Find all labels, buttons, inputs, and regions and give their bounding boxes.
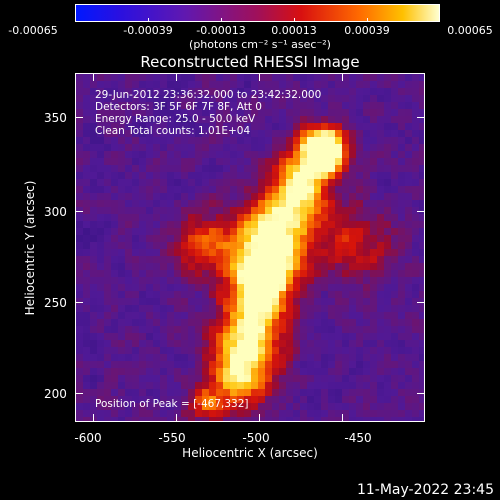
timestamp: 11-May-2022 23:45 [356,482,494,498]
colorbar-gradient [76,5,439,21]
x-tick-label: -600 [74,431,102,445]
x-tick [176,73,177,81]
y-tick [75,117,83,118]
colorbar [75,4,440,22]
y-tick-label: 200 [44,387,67,401]
x-tick-label: -550 [158,431,186,445]
x-tick [259,73,260,81]
colorbar-tick [75,18,76,22]
y-tick [75,393,83,394]
colorbar-tick [148,18,149,22]
y-tick [75,211,83,212]
colorbar-tick [367,18,368,22]
x-tick [93,414,94,422]
y-tick [417,393,425,394]
colorbar-tick-label: 0.00039 [344,24,390,37]
x-axis-label: Heliocentric X (arcsec) [182,446,318,460]
colorbar-units: (photons cm⁻² s⁻¹ asec⁻²) [189,38,331,51]
annotation-time-range: 29-Jun-2012 23:36:32.000 to 23:42:32.000 [95,89,322,101]
x-tick [342,73,343,81]
y-tick [417,211,425,212]
colorbar-tick-label: 0.00065 [447,24,493,37]
x-tick [342,414,343,422]
x-tick-label: -500 [242,431,270,445]
y-tick-label: 250 [44,296,67,310]
colorbar-tick-label: 0.00013 [271,24,317,37]
colorbar-tick-label: -0.00013 [196,24,246,37]
x-tick [259,414,260,422]
y-tick [75,302,83,303]
plot-area: 29-Jun-2012 23:36:32.000 to 23:42:32.000… [75,73,425,422]
plot-title: Reconstructed RHESSI Image [140,53,360,71]
colorbar-tick-label: -0.00039 [123,24,173,37]
y-axis-label: Heliocentric Y (arcsec) [23,180,37,316]
x-tick [176,414,177,422]
annotation-detectors: Detectors: 3F 5F 6F 7F 8F, Att 0 [95,101,262,113]
colorbar-tick-label: -0.00065 [8,24,58,37]
y-tick [417,117,425,118]
x-tick [93,73,94,81]
colorbar-tick [221,18,222,22]
y-tick-label: 350 [44,111,67,125]
x-tick-label: -450 [344,431,372,445]
colorbar-tick [439,18,440,22]
y-tick-label: 300 [44,205,67,219]
y-tick [417,302,425,303]
annotation-peak-position: Position of Peak = [-467,332] [95,398,249,410]
annotation-energy-range: Energy Range: 25.0 - 50.0 keV [95,113,256,125]
colorbar-tick [294,18,295,22]
annotation-counts: Clean Total counts: 1.01E+04 [95,125,251,137]
rhessi-image-map [76,74,424,421]
